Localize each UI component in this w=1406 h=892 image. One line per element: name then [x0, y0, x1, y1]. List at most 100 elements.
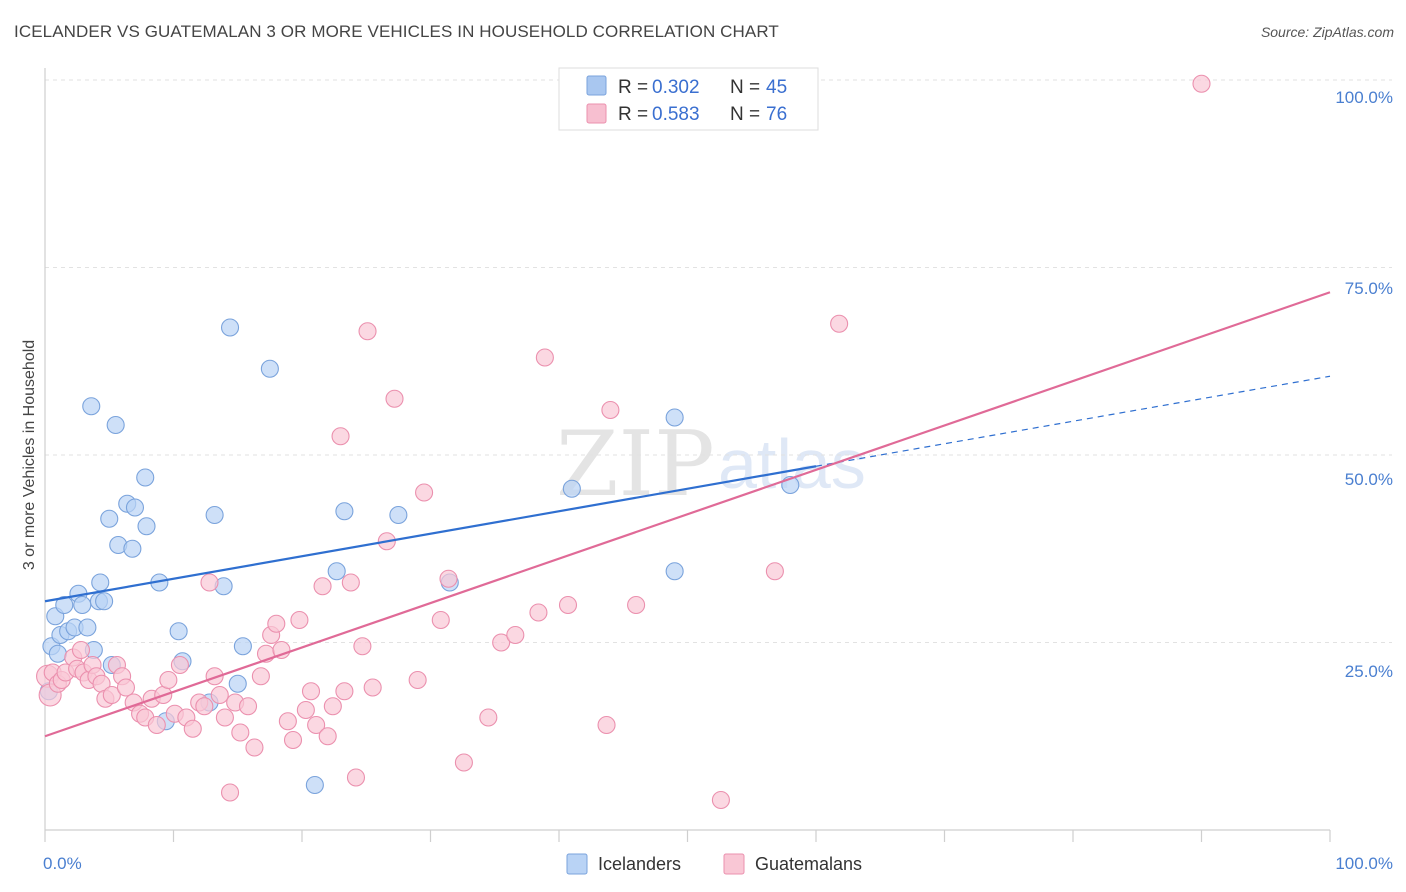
legend-n-value-icelanders: 45 — [766, 77, 787, 98]
point-guatemalans-49 — [296, 700, 315, 720]
bottom-legend-swatch-icelanders — [566, 853, 588, 875]
point-guatemalans-51 — [307, 715, 326, 735]
legend-n-label-guatemalans: N = — [730, 104, 760, 125]
point-icelanders-14 — [95, 592, 114, 611]
y-axis-label: 3 or more Vehicles in Household — [21, 340, 38, 570]
point-guatemalans-38 — [231, 723, 250, 742]
point-guatemalans-59 — [353, 637, 372, 656]
point-icelanders-20 — [123, 539, 142, 558]
point-guatemalans-79 — [765, 562, 784, 581]
point-guatemalans-74 — [558, 595, 578, 615]
legend-box: R = 0.302 N = 45 R = 0.583 N = 76 — [558, 67, 819, 131]
legend-r-value-icelanders: 0.302 — [652, 77, 700, 98]
bottom-legend-swatch-guatemalans — [723, 853, 745, 875]
chart-source: Source: ZipAtlas.com — [1260, 24, 1394, 40]
point-guatemalans-18 — [116, 678, 136, 697]
point-guatemalans-48 — [290, 610, 309, 630]
point-guatemalans-64 — [408, 670, 427, 690]
point-icelanders-8 — [73, 595, 92, 615]
point-icelanders-26 — [169, 622, 188, 641]
point-guatemalans-67 — [439, 569, 458, 588]
bottom-legend: Icelanders Guatemalans — [566, 853, 862, 875]
y-tick-label-50: 50.0% — [1345, 470, 1393, 489]
watermark-zip: ZIP — [556, 412, 715, 517]
legend-r-label-guatemalans: R = — [618, 104, 648, 125]
point-guatemalans-57 — [341, 573, 360, 592]
point-guatemalans-36 — [220, 783, 240, 802]
chart-title: ICELANDER VS GUATEMALAN 3 OR MORE VEHICL… — [14, 22, 779, 41]
point-guatemalans-31 — [195, 697, 214, 716]
point-guatemalans-46 — [278, 712, 297, 731]
point-guatemalans-80 — [830, 314, 849, 333]
point-icelanders-34 — [260, 359, 279, 378]
point-icelanders-36 — [327, 562, 346, 581]
trendline-extension-icelanders — [815, 375, 1331, 467]
point-icelanders-41 — [665, 562, 684, 581]
point-guatemalans-72 — [529, 603, 548, 622]
point-icelanders-21 — [125, 498, 144, 517]
point-guatemalans-55 — [331, 427, 350, 446]
point-guatemalans-25 — [159, 670, 178, 690]
point-icelanders-33 — [233, 637, 252, 656]
point-guatemalans-32 — [200, 573, 219, 592]
point-icelanders-32 — [228, 674, 247, 693]
point-guatemalans-34 — [210, 685, 229, 705]
point-icelanders-9 — [78, 618, 97, 637]
point-icelanders-17 — [106, 415, 125, 435]
point-guatemalans-73 — [535, 348, 554, 367]
point-guatemalans-41 — [251, 667, 270, 686]
point-guatemalans-47 — [283, 730, 303, 750]
point-guatemalans-50 — [301, 682, 321, 701]
point-guatemalans-58 — [346, 768, 366, 787]
point-guatemalans-23 — [147, 715, 166, 735]
bottom-legend-label-guatemalans: Guatemalans — [755, 854, 862, 874]
legend-n-label-icelanders: N = — [730, 77, 760, 98]
point-icelanders-42 — [665, 408, 684, 427]
point-guatemalans-15 — [102, 685, 121, 705]
y-tick-label-25: 25.0% — [1345, 662, 1393, 681]
x-tick-label-0: 0.0% — [43, 854, 82, 873]
point-guatemalans-69 — [479, 708, 498, 727]
bottom-legend-label-icelanders: Icelanders — [598, 854, 681, 874]
grid-lines — [45, 79, 1392, 643]
point-guatemalans-78 — [711, 790, 730, 810]
point-guatemalans-44 — [267, 614, 286, 633]
point-guatemalans-8 — [71, 640, 91, 660]
point-guatemalans-65 — [415, 483, 434, 502]
point-guatemalans-33 — [205, 667, 224, 686]
point-guatemalans-70 — [492, 633, 511, 652]
point-guatemalans-40 — [245, 738, 264, 757]
point-guatemalans-27 — [170, 655, 189, 675]
point-icelanders-31 — [220, 318, 240, 337]
point-guatemalans-52 — [313, 577, 332, 596]
point-guatemalans-75 — [597, 715, 616, 735]
point-guatemalans-60 — [358, 322, 377, 341]
trendline-guatemalans — [44, 291, 1331, 738]
point-icelanders-22 — [136, 468, 155, 487]
x-axis-ticks — [44, 830, 1331, 842]
point-guatemalans-61 — [363, 678, 382, 697]
point-icelanders-15 — [100, 509, 119, 528]
legend-r-value-guatemalans: 0.583 — [652, 104, 700, 125]
point-icelanders-37 — [335, 502, 354, 521]
point-guatemalans-54 — [323, 697, 342, 716]
point-icelanders-10 — [82, 397, 101, 416]
legend-swatch-icelanders — [586, 75, 607, 96]
point-guatemalans-63 — [385, 389, 404, 408]
point-guatemalans-76 — [601, 400, 620, 420]
point-guatemalans-56 — [335, 682, 354, 701]
point-guatemalans-35 — [215, 708, 234, 727]
trendline-icelanders — [44, 465, 817, 603]
point-guatemalans-45 — [272, 640, 291, 660]
legend-swatch-guatemalans — [586, 103, 607, 124]
point-icelanders-29 — [205, 505, 224, 525]
point-guatemalans-71 — [506, 625, 525, 645]
point-icelanders-2 — [48, 644, 67, 663]
trend-lines — [44, 291, 1331, 738]
data-points — [36, 74, 1211, 810]
point-guatemalans-66 — [431, 610, 450, 630]
point-guatemalans-77 — [627, 595, 646, 615]
point-guatemalans-81 — [1192, 74, 1211, 93]
point-icelanders-40 — [562, 479, 581, 498]
